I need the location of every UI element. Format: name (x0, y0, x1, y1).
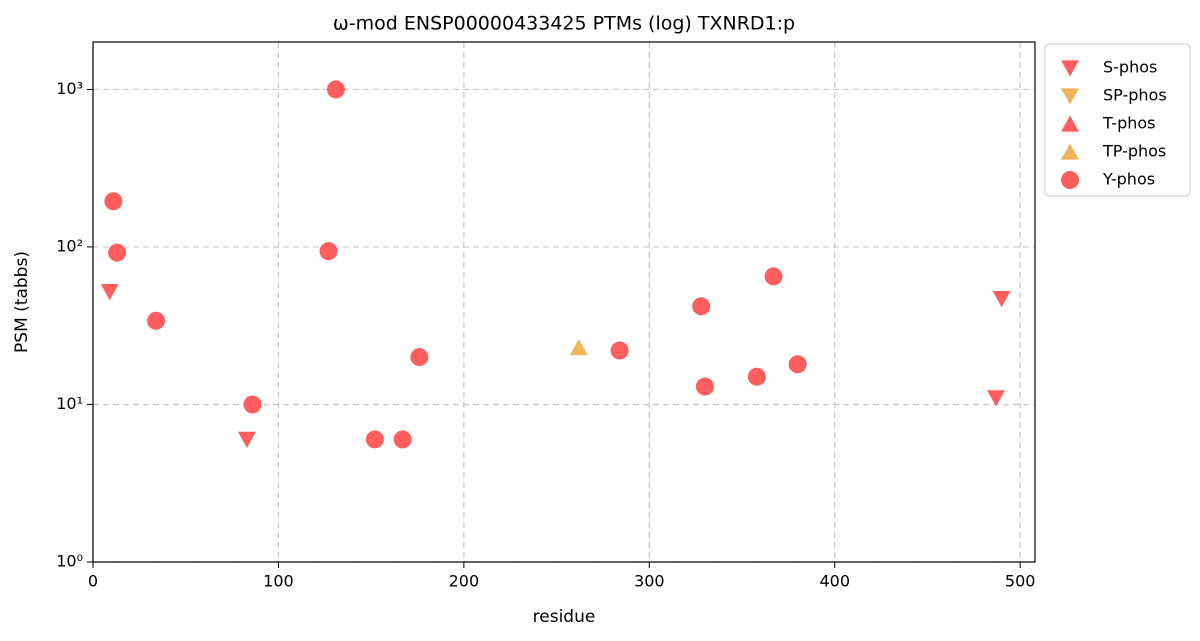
point (108, 243, 127, 262)
x-axis-label: residue (533, 607, 596, 627)
point (410, 348, 429, 367)
point (237, 431, 256, 448)
point (100, 284, 119, 301)
x-tick-label: 400 (819, 572, 850, 591)
legend-box (1044, 43, 1191, 197)
legend-label: Y-phos (1102, 170, 1155, 189)
x-tick-label: 300 (634, 572, 665, 591)
point (747, 367, 766, 386)
point (764, 267, 783, 286)
point (319, 242, 338, 261)
plot-frame (92, 41, 1036, 563)
y-axis-label: PSM (tabbs) (12, 251, 32, 353)
legend-marker (1061, 171, 1079, 189)
x-tick-label: 0 (88, 572, 98, 591)
point (243, 395, 262, 414)
legend-marker (1061, 88, 1079, 105)
point (692, 297, 711, 316)
point (326, 80, 345, 99)
chart-title: ω-mod ENSP00000433425 PTMs (log) TXNRD1:… (333, 13, 795, 35)
legend-label: SP-phos (1103, 86, 1167, 105)
point (992, 290, 1011, 308)
point (104, 192, 123, 211)
point (788, 355, 807, 374)
legend: S-phos SP-phos T-phos TP-phos Y-phos (1044, 43, 1191, 197)
y-tick-label: 10¹ (56, 394, 83, 413)
point (365, 430, 384, 449)
x-tick-label: 100 (263, 572, 294, 591)
legend-label: S-phos (1103, 58, 1157, 77)
legend-marker (1061, 60, 1079, 77)
legend-label: T-phos (1102, 114, 1156, 133)
x-tick-label: 500 (1005, 572, 1036, 591)
point (569, 338, 588, 356)
legend-label: TP-phos (1102, 142, 1166, 161)
y-tick-label: 10³ (56, 79, 83, 98)
legend-marker (1061, 143, 1079, 160)
point (610, 341, 629, 360)
y-tick-label: 10² (56, 236, 83, 255)
plot-area (92, 42, 1035, 563)
y-tick-label: 10⁰ (56, 552, 83, 571)
x-tick-label: 200 (449, 572, 480, 591)
point (393, 430, 412, 449)
point (147, 311, 166, 330)
point (987, 390, 1006, 407)
legend-marker (1061, 115, 1079, 132)
point (695, 377, 714, 396)
